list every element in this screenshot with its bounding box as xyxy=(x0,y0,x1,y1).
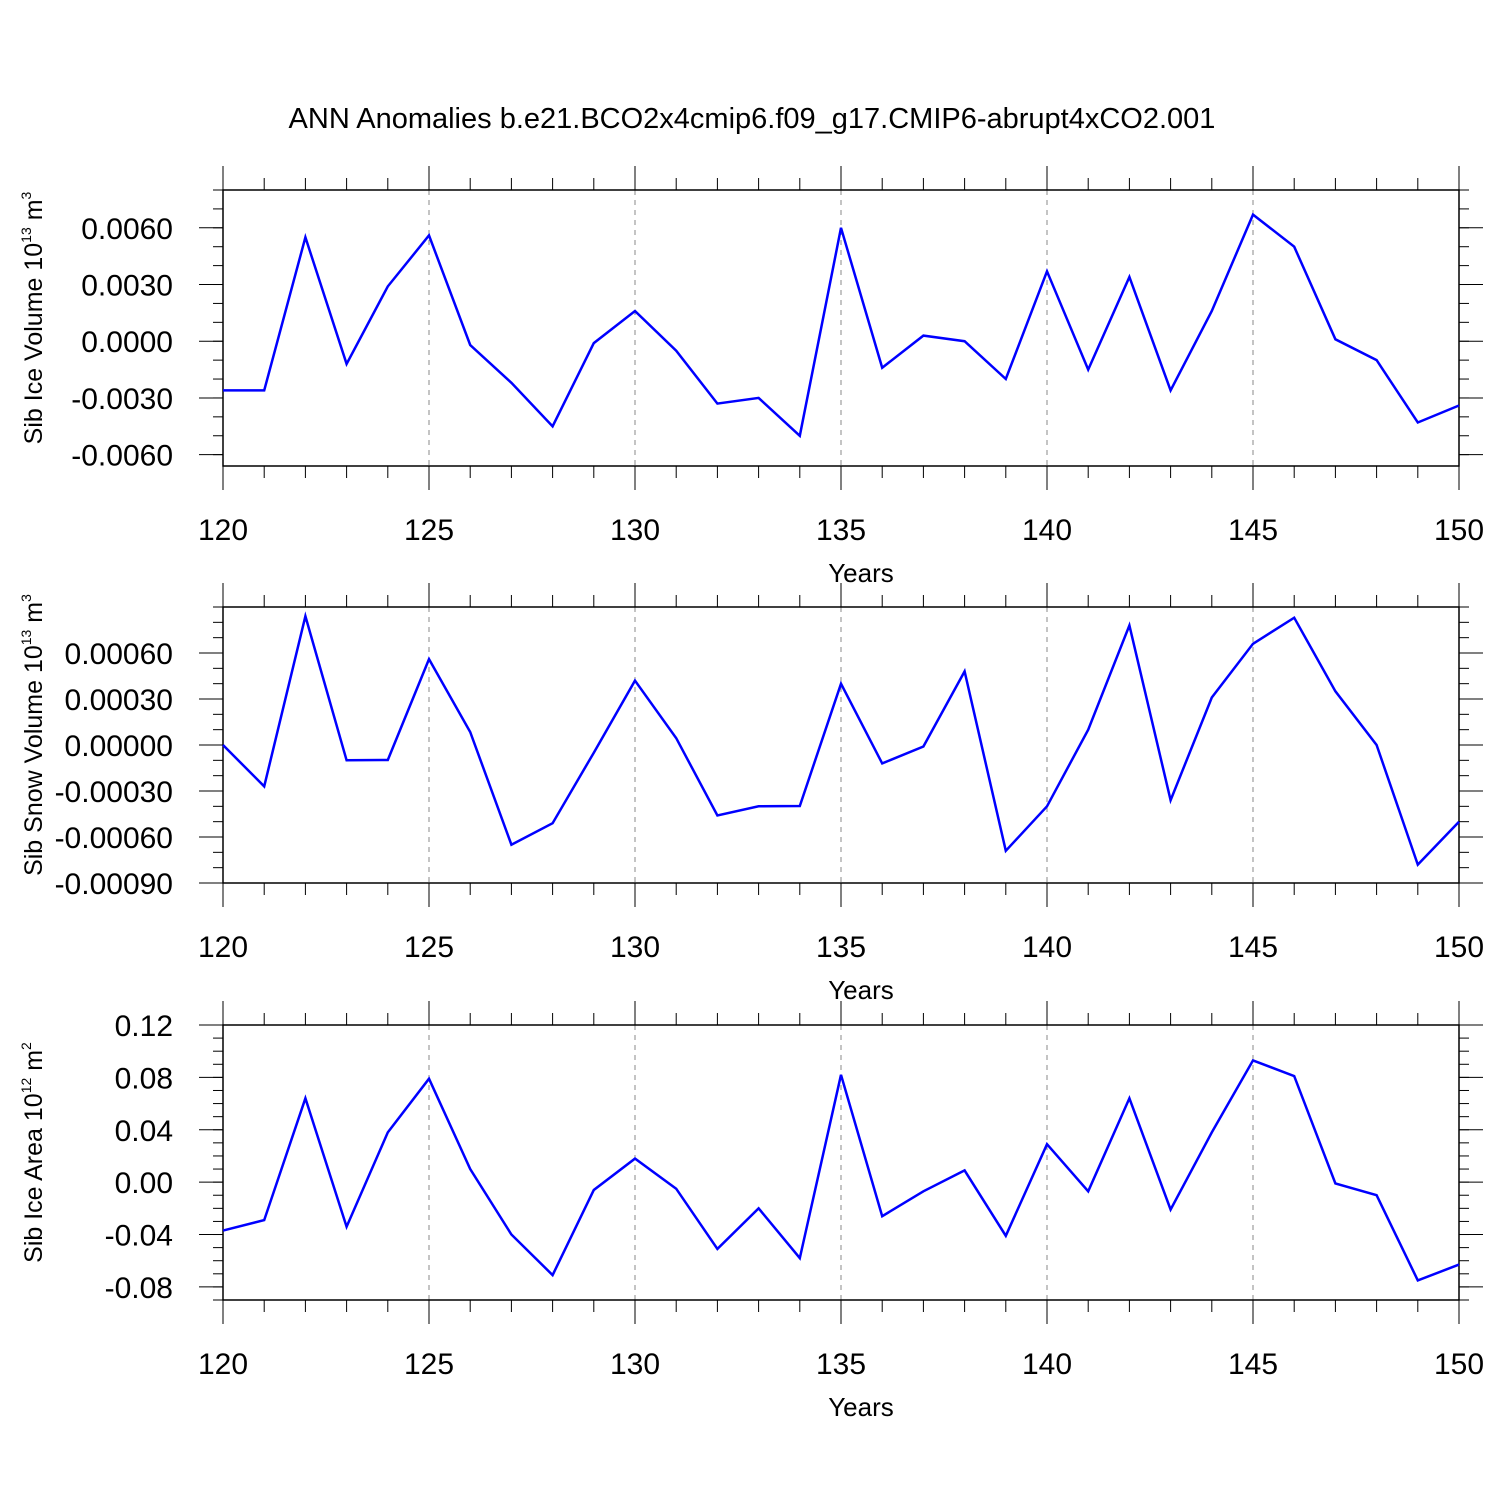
x-tick-label: 125 xyxy=(404,931,454,964)
y-tick-label: 0.0000 xyxy=(81,326,173,359)
x-tick-label: 145 xyxy=(1228,1348,1278,1381)
y-axis-label-part: Sib Snow Volume 10 xyxy=(20,645,48,876)
x-tick-label: 120 xyxy=(198,514,248,547)
x-tick-label: 135 xyxy=(816,1348,866,1381)
panel-1: 120 125 130 135 140 145 150 Years -0.0060 -0.0030… xyxy=(18,166,1484,588)
x-tick-label: 130 xyxy=(610,514,660,547)
x-tick-label: 135 xyxy=(816,514,866,547)
y-axis-label-superscript: 13 xyxy=(18,227,34,243)
y-axis-label: Sib Ice Area 1012 m2 xyxy=(18,1042,48,1263)
y-tick-label: -0.0060 xyxy=(71,440,173,473)
data-series-line xyxy=(222,1058,1460,1282)
x-axis-label: Years xyxy=(828,558,894,588)
y-axis-label: Sib Snow Volume 1013 m3 xyxy=(18,594,48,876)
y-axis-label-superscript: 2 xyxy=(18,1042,34,1050)
y-axis-label-part: m xyxy=(20,1050,48,1078)
data-series-line xyxy=(222,611,1460,867)
y-axis-label-superscript: 12 xyxy=(18,1078,34,1094)
x-tick-label: 140 xyxy=(1022,514,1072,547)
y-tick-label: -0.00060 xyxy=(55,822,173,855)
y-axis-label: Sib Ice Volume 1013 m3 xyxy=(18,191,48,444)
x-axis-label: Years xyxy=(828,975,894,1005)
y-tick-label: 0.00 xyxy=(115,1167,173,1200)
y-tick-label: 0.12 xyxy=(115,1010,173,1043)
x-tick-label: 120 xyxy=(198,1348,248,1381)
data-series-line xyxy=(223,212,1460,439)
y-tick-label: 0.00030 xyxy=(65,684,173,717)
y-axis-label-part: Sib Ice Volume 10 xyxy=(20,243,48,445)
panel-3: 120 125 130 135 140 145 150 Years -0.08 -0.04 0.00… xyxy=(18,1001,1484,1422)
x-tick-label: 145 xyxy=(1228,931,1278,964)
x-tick-label: 150 xyxy=(1434,931,1484,964)
x-tick-label: 140 xyxy=(1022,931,1072,964)
x-tick-label: 125 xyxy=(404,514,454,547)
y-tick-label: -0.08 xyxy=(105,1272,173,1305)
y-tick-label: -0.00090 xyxy=(55,868,173,901)
x-tick-label: 130 xyxy=(610,1348,660,1381)
x-tick-label: 120 xyxy=(198,931,248,964)
y-tick-label: 0.0030 xyxy=(81,270,173,303)
x-tick-label: 145 xyxy=(1228,514,1278,547)
y-tick-label: -0.0030 xyxy=(71,383,173,416)
y-tick-label: 0.0060 xyxy=(81,213,173,246)
x-tick-label: 150 xyxy=(1434,514,1484,547)
y-axis-label-part: m xyxy=(20,199,48,227)
y-axis-label-part: Sib Ice Area 10 xyxy=(20,1093,48,1263)
x-tick-label: 135 xyxy=(816,931,866,964)
y-axis-label-superscript: 13 xyxy=(18,629,34,645)
y-tick-label: -0.00030 xyxy=(55,776,173,809)
x-tick-label: 130 xyxy=(610,931,660,964)
x-axis-label: Years xyxy=(828,1392,894,1422)
x-tick-label: 150 xyxy=(1434,1348,1484,1381)
y-tick-label: 0.08 xyxy=(115,1062,173,1095)
y-tick-label: 0.00000 xyxy=(65,730,173,763)
panel-2: 120 125 130 135 140 145 150 Years -0.00090 -0.000… xyxy=(18,583,1484,1005)
y-tick-label: 0.00060 xyxy=(65,638,173,671)
y-axis-label-superscript: 3 xyxy=(18,594,34,602)
panels: 120 125 130 135 140 145 150 Years -0.0060 -0.0030… xyxy=(18,166,1484,1422)
x-tick-label: 140 xyxy=(1022,1348,1072,1381)
y-axis-label-superscript: 3 xyxy=(18,191,34,199)
y-axis-label-part: m xyxy=(20,602,48,630)
figure-title: ANN Anomalies b.e21.BCO2x4cmip6.f09_g17.… xyxy=(289,103,1216,135)
x-tick-label: 125 xyxy=(404,1348,454,1381)
y-tick-label: 0.04 xyxy=(115,1115,173,1148)
y-tick-label: -0.04 xyxy=(105,1220,173,1253)
